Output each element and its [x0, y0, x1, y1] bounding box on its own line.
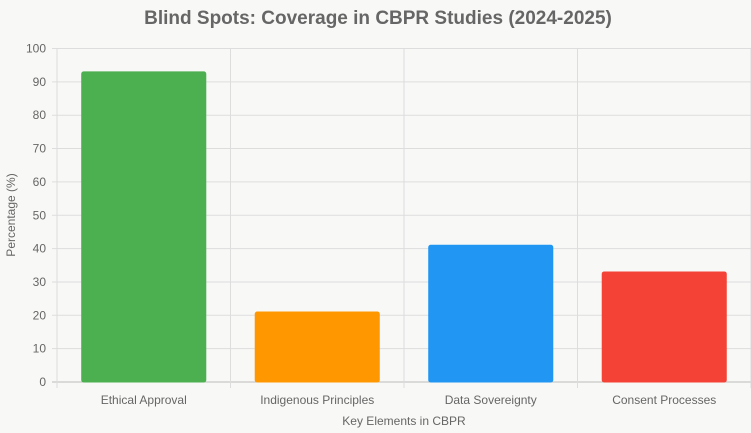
y-tick-label: 40 [33, 242, 47, 256]
x-axis-label: Key Elements in CBPR [342, 414, 466, 428]
y-tick-label: 90 [33, 75, 47, 89]
x-tick-label: Consent Processes [612, 393, 716, 407]
y-tick-label: 10 [33, 342, 47, 356]
y-tick-label: 80 [33, 108, 47, 122]
x-axis-ticks: Ethical Approval Indigenous Principles Dat… [101, 393, 717, 407]
x-tick-label: Data Sovereignty [445, 393, 537, 407]
y-axis-label: Percentage (%) [4, 173, 18, 256]
y-tick-label: 100 [26, 42, 46, 56]
bar [428, 244, 554, 383]
y-tick-label: 20 [33, 308, 47, 322]
bar [81, 71, 207, 383]
y-tick-label: 50 [33, 208, 47, 222]
y-tick-label: 0 [39, 375, 46, 389]
x-tick-label: Indigenous Principles [260, 393, 374, 407]
x-tick-label: Ethical Approval [101, 393, 187, 407]
bars [81, 71, 727, 383]
y-axis-ticks: 0 10 20 30 40 50 60 70 80 90 100 [26, 42, 46, 390]
y-tick-label: 70 [33, 142, 47, 156]
y-tick-label: 30 [33, 275, 47, 289]
y-tick-label: 60 [33, 175, 47, 189]
bar [254, 311, 380, 383]
chart-title: Blind Spots: Coverage in CBPR Studies (2… [144, 8, 612, 29]
bar [601, 271, 727, 383]
